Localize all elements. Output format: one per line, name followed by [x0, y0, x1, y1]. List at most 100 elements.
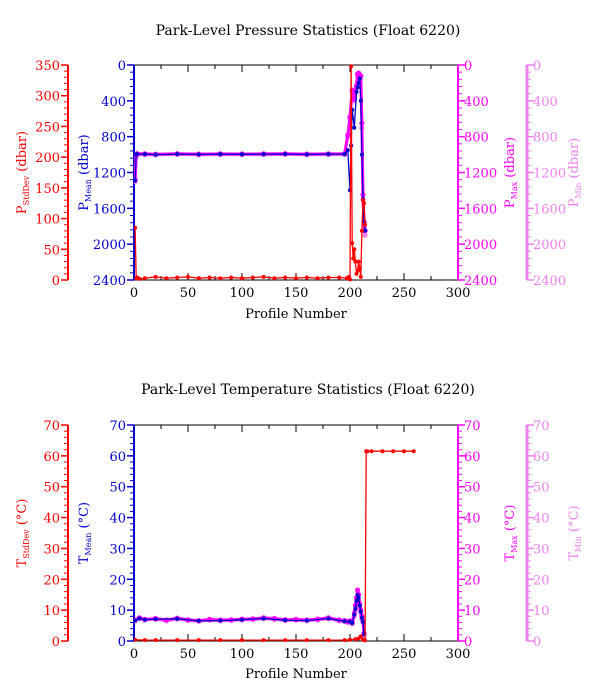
- y-axis-label-main: T: [15, 558, 30, 567]
- y-tick-label: 20: [464, 573, 481, 588]
- x-tick-label: 300: [446, 286, 471, 301]
- y-axis-min: 0 10 20 30 40 50 60 70 TMin (°C): [525, 419, 583, 650]
- data-point-mean: [342, 619, 347, 624]
- y-tick-label: 50: [533, 481, 550, 496]
- y-tick-label: 10: [464, 604, 481, 619]
- data-point-mean: [326, 152, 331, 157]
- y-axis-label: TMean (°C): [77, 502, 93, 564]
- data-point-stddev: [337, 275, 342, 280]
- data-point-mean: [357, 76, 362, 81]
- data-point-stddev: [348, 637, 352, 642]
- y-tick-label: 400: [533, 95, 558, 110]
- y-axis-min: 0 400 800 1200 1600 2000 2400 PMin (dbar): [525, 59, 583, 289]
- y-tick-label: 1600: [533, 202, 566, 217]
- data-point-stddev: [380, 449, 385, 454]
- x-tick-label: 50: [180, 286, 197, 301]
- series-stddev: [134, 449, 416, 643]
- data-point-mean: [135, 152, 140, 157]
- data-point-stddev: [294, 276, 298, 281]
- y-axis-label-sub: StdDev: [22, 529, 31, 559]
- y-tick-label: 800: [101, 131, 126, 146]
- data-point-mean: [354, 598, 359, 603]
- data-point-stddev: [365, 449, 370, 454]
- data-point-mean: [350, 621, 355, 626]
- y-tick-label: 40: [109, 512, 126, 527]
- data-point-mean: [261, 152, 266, 157]
- y-tick-label: 0: [533, 635, 541, 650]
- y-axis-label-unit: (dbar): [15, 131, 30, 176]
- y-axis-label-main: P: [15, 205, 30, 214]
- data-point-mean: [196, 618, 201, 623]
- data-point-stddev: [362, 201, 366, 206]
- data-point-mean: [218, 618, 223, 623]
- series-mean: [134, 76, 368, 233]
- series-max: [134, 587, 367, 636]
- data-point-stddev: [283, 275, 288, 280]
- data-point-stddev: [363, 222, 368, 227]
- y-axis-label-main: P: [503, 199, 518, 208]
- y-axis-label: PMin (dbar): [567, 138, 583, 208]
- data-point-mean: [326, 616, 331, 621]
- y-tick-label: 20: [533, 573, 550, 588]
- chart-panel-2: Park-Level Temperature Statistics (Float…: [15, 382, 583, 682]
- y-axis-label-main: T: [503, 552, 518, 561]
- y-axis-label-sub: StdDev: [22, 175, 31, 205]
- y-tick-label: 2400: [533, 274, 566, 289]
- y-tick-label: 60: [43, 450, 60, 465]
- series-line-max: [134, 588, 366, 634]
- y-tick-label: 1600: [93, 202, 126, 217]
- y-tick-label: 2000: [93, 238, 126, 253]
- series-line-mean: [134, 594, 365, 635]
- data-point-stddev: [349, 64, 354, 69]
- data-point-stddev: [196, 638, 201, 643]
- series-min: [134, 595, 367, 638]
- y-axis-label-sub: Min: [574, 536, 583, 552]
- data-point-stddev: [272, 276, 277, 281]
- y-axis-max: 0 10 20 30 40 50 60 70 TMax (°C): [457, 419, 519, 650]
- data-point-mean: [196, 152, 201, 157]
- y-axis-label-main: P: [567, 198, 582, 207]
- y-tick-label: 50: [109, 481, 126, 496]
- data-point-stddev: [218, 638, 223, 643]
- data-point-stddev: [142, 638, 147, 643]
- y-tick-label: 30: [109, 542, 126, 557]
- data-point-stddev: [304, 275, 309, 280]
- data-point-max: [293, 616, 299, 623]
- y-tick-label: 70: [533, 419, 550, 434]
- data-point-stddev: [348, 277, 352, 282]
- y-tick-label: 0: [464, 635, 472, 650]
- chart-title: Park-Level Pressure Statistics (Float 62…: [156, 23, 461, 39]
- y-tick-label: 30: [43, 542, 60, 557]
- y-tick-label: 10: [109, 604, 126, 619]
- y-tick-label: 0: [464, 59, 472, 74]
- y-axis-label-sub: Max: [510, 181, 519, 199]
- data-point-stddev: [261, 274, 266, 279]
- data-point-mean: [137, 616, 142, 621]
- data-point-mean: [358, 98, 363, 103]
- y-axis-stddev: 0 50 100 150 200 250 300 350 PStdDev (dbar): [15, 59, 69, 289]
- x-axis-label: Profile Number: [245, 307, 348, 322]
- y-tick-label: 0: [52, 635, 60, 650]
- x-tick-label: 150: [284, 286, 309, 301]
- y-axis-label: PStdDev (dbar): [15, 131, 31, 214]
- y-tick-label: 0: [52, 274, 60, 289]
- y-axis-label-main: P: [77, 202, 92, 211]
- y-tick-label: 60: [533, 450, 550, 465]
- x-tick-label: 0: [130, 647, 138, 662]
- y-tick-label: 2400: [464, 274, 497, 289]
- y-tick-label: 800: [533, 131, 558, 146]
- data-point-stddev: [342, 638, 347, 643]
- y-axis-label-unit: (dbar): [503, 137, 518, 182]
- data-point-mean: [261, 616, 266, 621]
- x-tick-label: 200: [338, 647, 363, 662]
- data-point-stddev: [402, 449, 406, 454]
- data-point-stddev: [353, 259, 358, 264]
- y-tick-label: 70: [43, 419, 60, 434]
- data-point-stddev: [411, 449, 416, 454]
- y-axis-label: PMax (dbar): [503, 137, 519, 208]
- y-tick-label: 0: [118, 59, 126, 74]
- y-tick-label: 800: [464, 131, 489, 146]
- data-point-stddev: [355, 268, 360, 273]
- y-tick-label: 100: [35, 213, 60, 228]
- y-tick-label: 1200: [464, 167, 497, 182]
